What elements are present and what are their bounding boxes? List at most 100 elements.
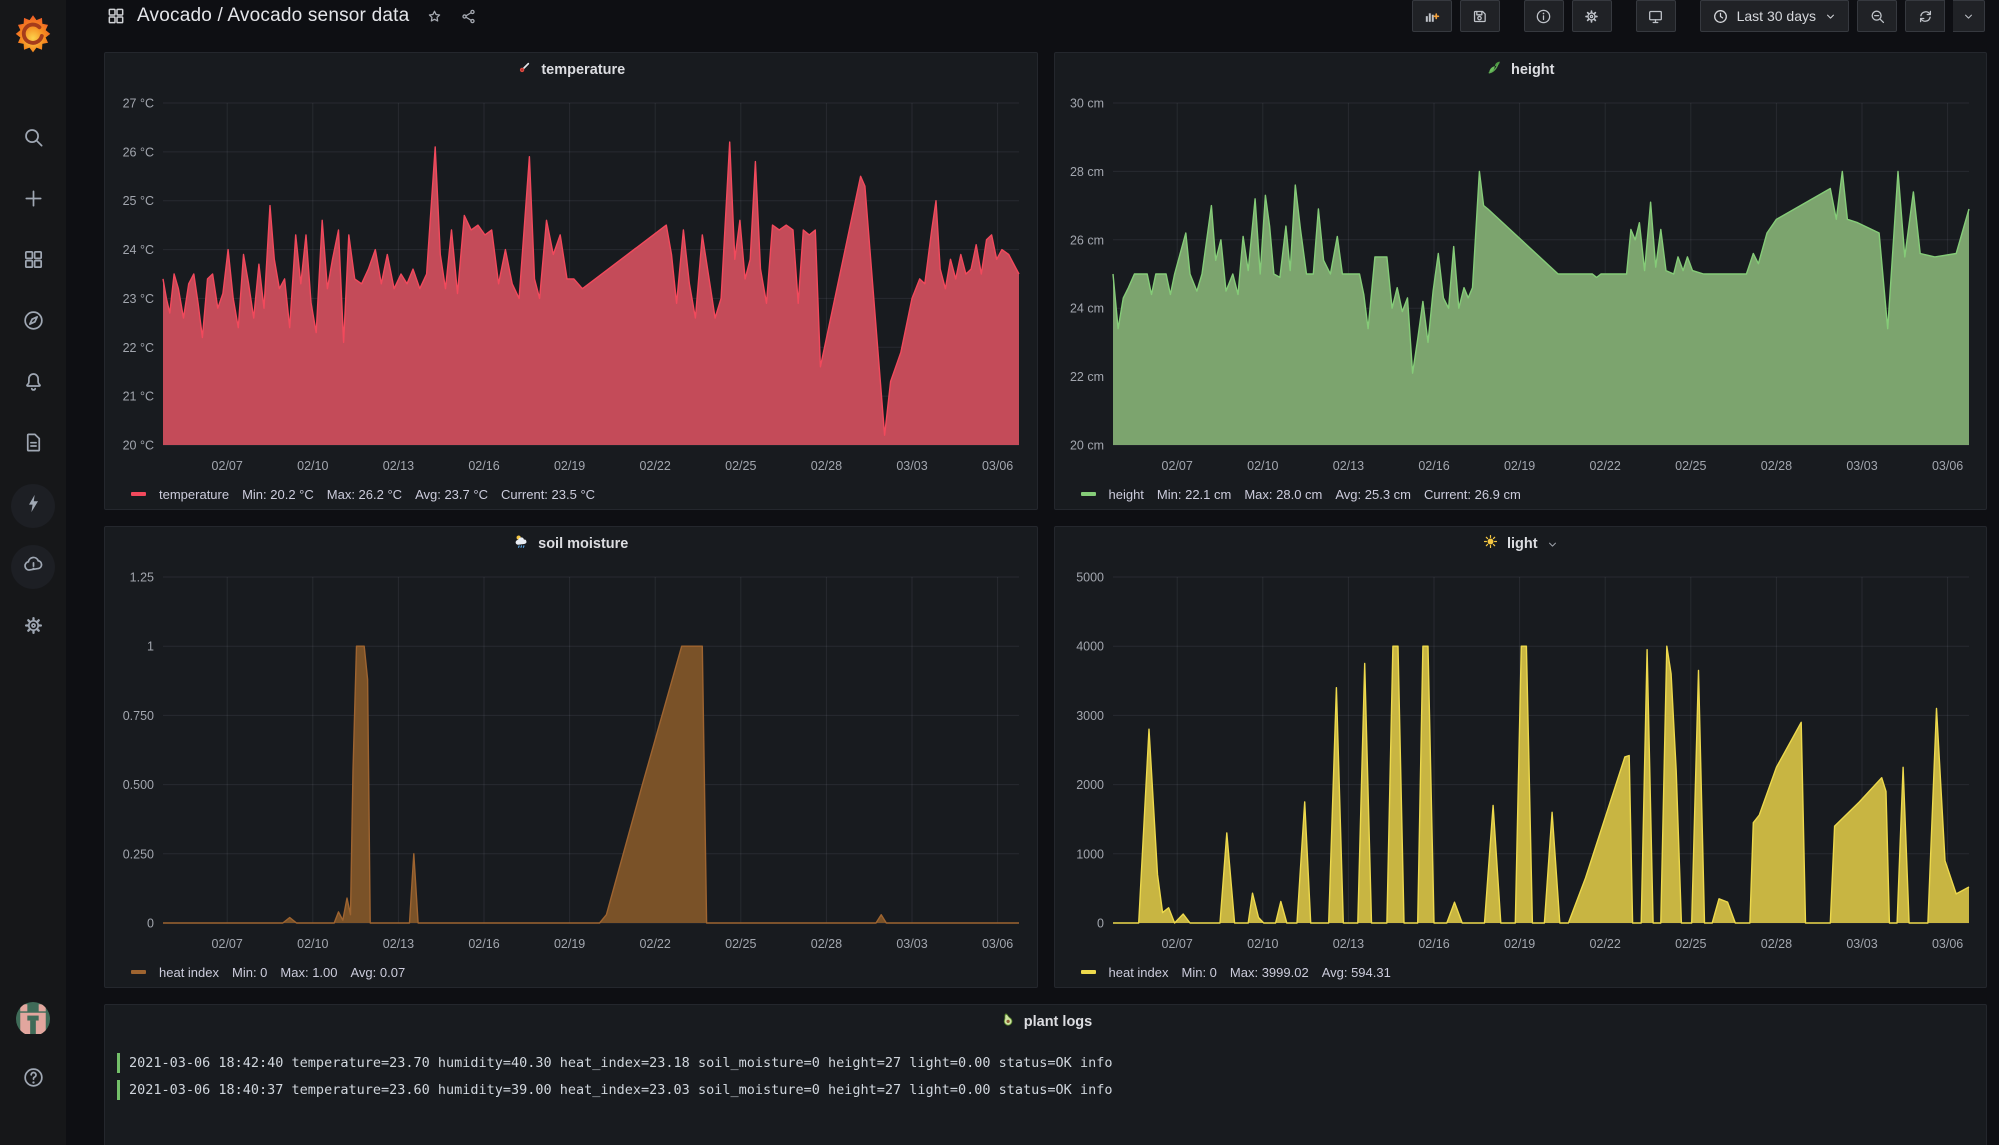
temperature-panel-header[interactable]: temperature [105,53,1037,87]
svg-text:02/13: 02/13 [383,459,414,473]
svg-text:03/03: 03/03 [1846,937,1877,951]
svg-text:02/13: 02/13 [1332,459,1363,473]
sidebar-item-create[interactable] [11,179,55,223]
legend-stat: Max: 3999.02 [1230,965,1309,980]
dashboard-breadcrumb-icon[interactable] [106,6,126,26]
time-range-picker[interactable]: Last 30 days [1700,0,1849,32]
refresh-interval-button[interactable] [1953,0,1985,32]
svg-text:02/25: 02/25 [725,937,756,951]
svg-text:03/03: 03/03 [896,937,927,951]
legend-stat: Min: 0 [232,965,267,980]
bell-icon [22,370,45,398]
gear-icon [22,614,45,642]
legend-series-name[interactable]: heat index [159,965,219,980]
log-line[interactable]: 2021-03-06 18:40:37 temperature=23.60 hu… [117,1080,1976,1100]
panel-title: light [1507,536,1538,552]
sidebar-item-cloud-alerts[interactable] [11,545,55,589]
sidebar-item-alerting[interactable] [11,362,55,406]
bolt-icon [22,492,45,520]
sidebar-item-search[interactable] [11,118,55,162]
legend-series-name[interactable]: heat index [1109,965,1169,980]
legend-stat: Current: 23.5 °C [501,487,595,502]
refresh-split-button [1905,0,1985,32]
temperature-legend: temperatureMin: 20.2 °CMax: 26.2 °CAvg: … [131,479,1037,509]
panel-title: plant logs [1024,1014,1092,1030]
svg-text:02/19: 02/19 [554,459,585,473]
grafana-app: Avocado / Avocado sensor data Last 30 da… [0,0,1999,1145]
svg-text:0.750: 0.750 [123,709,154,723]
svg-text:02/22: 02/22 [1589,459,1620,473]
svg-text:02/28: 02/28 [811,459,842,473]
svg-text:30 cm: 30 cm [1069,97,1103,111]
sidebar-item-reports[interactable] [11,423,55,467]
svg-text:0.250: 0.250 [123,847,154,861]
height-chart[interactable]: 20 cm22 cm24 cm26 cm28 cm30 cm02/0702/10… [1055,87,1987,479]
sidebar-item-explore[interactable] [11,301,55,345]
avatar-image [16,1002,50,1036]
height-panel-header[interactable]: height [1055,53,1987,87]
svg-text:02/10: 02/10 [1247,937,1278,951]
add-panel-button[interactable] [1412,0,1452,32]
legend-stat: Max: 28.0 cm [1244,487,1322,502]
cloud-alert-icon [22,553,45,581]
svg-text:02/13: 02/13 [1332,937,1363,951]
svg-text:2000: 2000 [1076,778,1104,792]
share-dashboard-icon[interactable] [460,8,477,25]
sidebar-item-help[interactable] [11,1058,55,1102]
legend-series-name[interactable]: height [1109,487,1144,502]
svg-text:02/07: 02/07 [1161,937,1192,951]
panel-menu-caret-icon[interactable] [1546,538,1559,551]
herb-icon [1486,59,1503,81]
svg-text:02/25: 02/25 [725,459,756,473]
svg-text:26 cm: 26 cm [1069,233,1103,247]
svg-text:03/06: 03/06 [1931,937,1962,951]
legend-swatch [131,492,146,496]
soil-moisture-chart[interactable]: 00.2500.5000.75011.2502/0702/1002/1302/1… [105,561,1037,957]
dashboard-title[interactable]: Avocado / Avocado sensor data [137,5,409,27]
svg-text:02/22: 02/22 [1589,937,1620,951]
dashboard-actions: Last 30 days [1412,0,1985,32]
legend-swatch [131,970,146,974]
svg-text:1: 1 [147,640,154,654]
sun-icon [1482,533,1499,555]
soil-moisture-panel-header[interactable]: soil moisture [105,527,1037,561]
plant-logs-panel: plant logs 2021-03-06 18:42:40 temperatu… [104,1004,1987,1145]
grafana-logo[interactable] [11,12,55,56]
tv-icon [1647,8,1664,25]
light-panel-header[interactable]: light [1055,527,1987,561]
zoom-out-time-button[interactable] [1857,0,1897,32]
legend-swatch [1081,970,1096,974]
light-legend: heat indexMin: 0Max: 3999.02Avg: 594.31 [1081,957,1987,987]
svg-text:02/22: 02/22 [640,937,671,951]
light-chart[interactable]: 01000200030004000500002/0702/1002/1302/1… [1055,561,1987,957]
legend-stat: Avg: 0.07 [351,965,406,980]
height-legend: heightMin: 22.1 cmMax: 28.0 cmAvg: 25.3 … [1081,479,1987,509]
svg-text:02/10: 02/10 [297,937,328,951]
thermometer-icon [516,59,533,81]
svg-text:22 °C: 22 °C [123,341,154,355]
svg-text:02/19: 02/19 [554,937,585,951]
sidebar-item-dashboards[interactable] [11,240,55,284]
legend-stat: Avg: 594.31 [1322,965,1391,980]
log-line[interactable]: 2021-03-06 18:42:40 temperature=23.70 hu… [117,1053,1976,1073]
sidebar-item-live[interactable] [11,484,55,528]
svg-text:02/16: 02/16 [1418,459,1449,473]
sidebar-item-configuration[interactable] [11,606,55,650]
sidebar-nav [11,118,55,667]
sidebar-bottom [11,1002,55,1145]
panel-title: soil moisture [538,536,628,552]
cycle-view-mode-button[interactable] [1636,0,1676,32]
dashboard-settings-button[interactable] [1572,0,1612,32]
plant-logs-panel-header[interactable]: plant logs [105,1005,1986,1039]
refresh-button[interactable] [1905,0,1945,32]
star-dashboard-icon[interactable] [426,8,443,25]
log-lines[interactable]: 2021-03-06 18:42:40 temperature=23.70 hu… [105,1039,1986,1107]
dashboard-info-button[interactable] [1524,0,1564,32]
legend-series-name[interactable]: temperature [159,487,229,502]
svg-text:02/28: 02/28 [1760,459,1791,473]
save-dashboard-button[interactable] [1460,0,1500,32]
legend-stat: Avg: 23.7 °C [415,487,488,502]
time-range-label: Last 30 days [1737,8,1816,24]
temperature-chart[interactable]: 20 °C21 °C22 °C23 °C24 °C25 °C26 °C27 °C… [105,87,1037,479]
sidebar-item-profile[interactable] [16,1002,50,1036]
